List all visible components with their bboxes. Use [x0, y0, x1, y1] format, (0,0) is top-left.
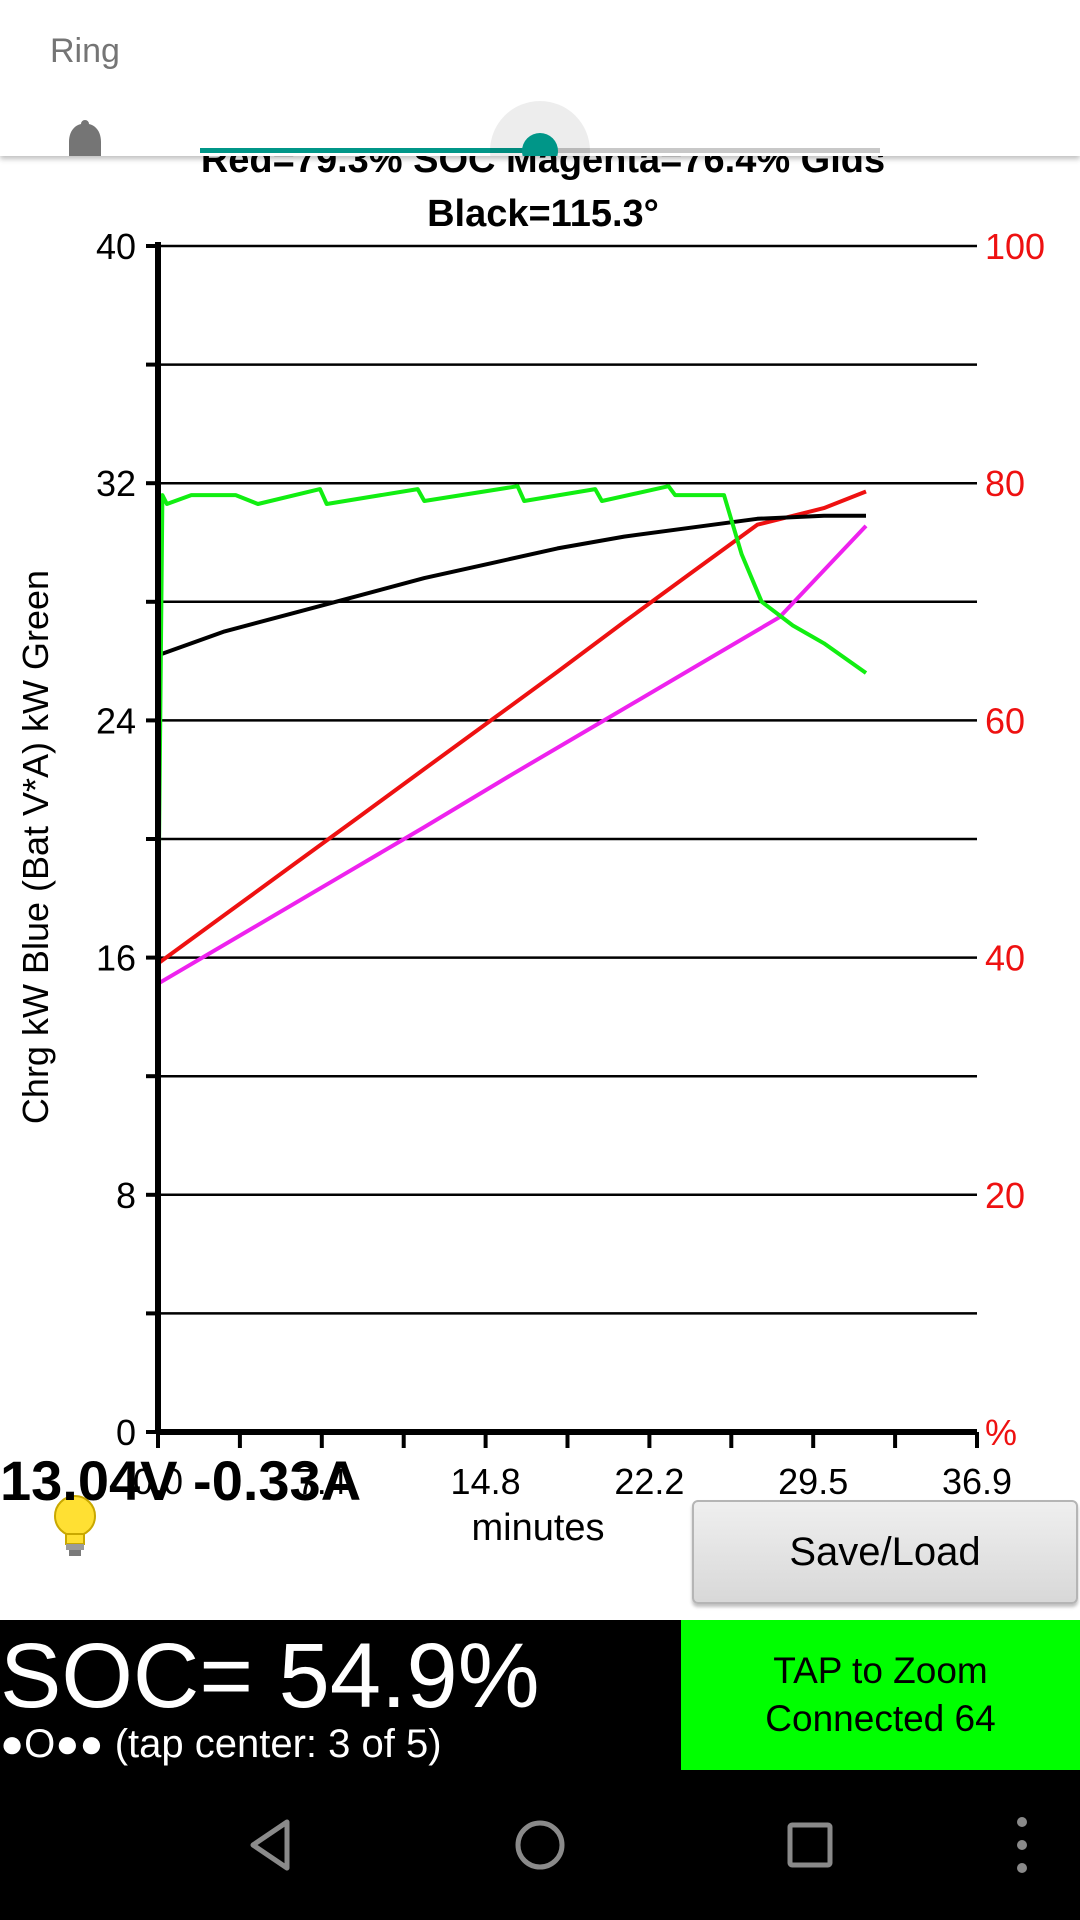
y-left-tick-label: 24 [96, 700, 136, 741]
x-tick-label: 29.5 [778, 1461, 848, 1502]
y-right-tick-label: 100 [985, 226, 1045, 267]
y-right-tick-label: 80 [985, 463, 1025, 504]
page-indicator[interactable]: ●O●● (tap center: 3 of 5) [0, 1722, 442, 1766]
system-nav-bar [0, 1770, 1080, 1920]
series-black-line [157, 513, 866, 658]
x-tick-label: 7.4 [297, 1461, 347, 1502]
y-left-tick-label: 8 [116, 1175, 136, 1216]
back-triangle-icon[interactable] [235, 1810, 305, 1880]
y-right-tick-label: 40 [985, 938, 1025, 979]
x-axis-label: minutes [471, 1507, 604, 1549]
y-left-tick-label: 32 [96, 463, 136, 504]
save-load-button[interactable]: Save/Load [692, 1500, 1078, 1604]
x-tick-label: 0.0 [133, 1461, 183, 1502]
x-tick-label: 22.2 [614, 1461, 684, 1502]
y-axis-label: Chrg kW Blue (Bat V*A) kW Green [15, 570, 56, 1124]
volume-slider-fill [200, 148, 540, 153]
chart-title-line-2: Black=115.3° [427, 193, 659, 235]
recents-square-icon[interactable] [775, 1810, 845, 1880]
bell-icon[interactable] [64, 118, 106, 156]
zoom-connection-panel[interactable]: TAP to Zoom Connected 64 [681, 1620, 1080, 1770]
overflow-menu-icon[interactable] [1000, 1810, 1070, 1880]
soc-readout[interactable]: SOC= 54.9% [0, 1625, 540, 1727]
y-right-tick-label: % [985, 1412, 1017, 1453]
home-circle-icon[interactable] [505, 1810, 575, 1880]
series-magenta-line [156, 524, 868, 986]
notification-title: Ring [50, 32, 120, 70]
y-left-tick-label: 16 [96, 938, 136, 979]
zoom-label: TAP to Zoom [773, 1649, 988, 1691]
x-tick-label: 14.8 [451, 1461, 521, 1502]
y-right-tick-label: 20 [985, 1175, 1025, 1216]
y-right-tick-label: 60 [985, 700, 1025, 741]
notification-shade: Ring [0, 0, 1080, 156]
x-tick-label: 36.9 [942, 1461, 1012, 1502]
y-left-tick-label: 40 [96, 226, 136, 267]
volume-slider-thumb[interactable] [522, 133, 558, 156]
lightbulb-icon [54, 1495, 96, 1556]
y-left-tick-label: 0 [116, 1412, 136, 1453]
connection-status: Connected 64 [765, 1698, 996, 1739]
series-green-line [156, 484, 868, 997]
voltage-current-readout: 13.04V -0.33A [0, 1449, 362, 1512]
series-red-line [156, 489, 867, 966]
